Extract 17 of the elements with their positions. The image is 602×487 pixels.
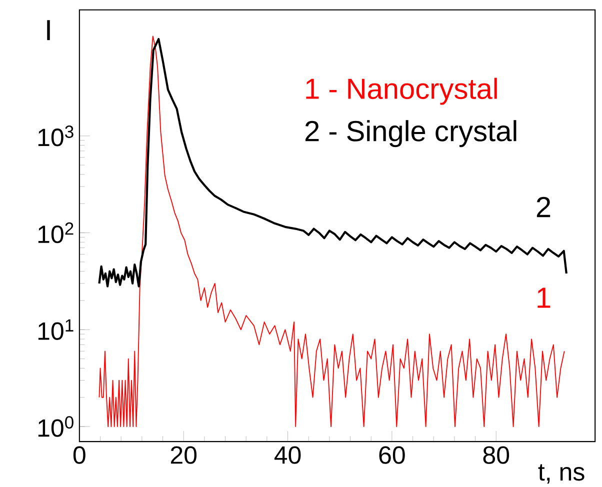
- x-tick-label: 60: [379, 446, 405, 464]
- line-series: [98, 38, 568, 288]
- y-tick-label: 10$^{0}$: [38, 416, 74, 437]
- series-label: 2: [536, 196, 550, 218]
- annotation: 2 - Single crystal: [305, 120, 516, 148]
- y-axis-title: I: [47, 20, 50, 40]
- x-tick-label: 80: [483, 446, 510, 464]
- y-tick-label: 10$^{3}$: [38, 126, 74, 146]
- line-series: [98, 36, 565, 428]
- series-label: 1: [538, 288, 550, 308]
- x-tick-label: 40: [274, 446, 301, 464]
- y-tick-label: 10$^{1}$: [38, 319, 74, 340]
- x-axis-title: t, ns: [538, 464, 584, 484]
- x-tick-label: 0: [73, 446, 86, 464]
- annotation: 1 - Nanocrystal: [306, 78, 497, 105]
- y-tick-label: 10$^{2}$: [38, 222, 74, 244]
- x-tick-label: 20: [170, 446, 197, 464]
